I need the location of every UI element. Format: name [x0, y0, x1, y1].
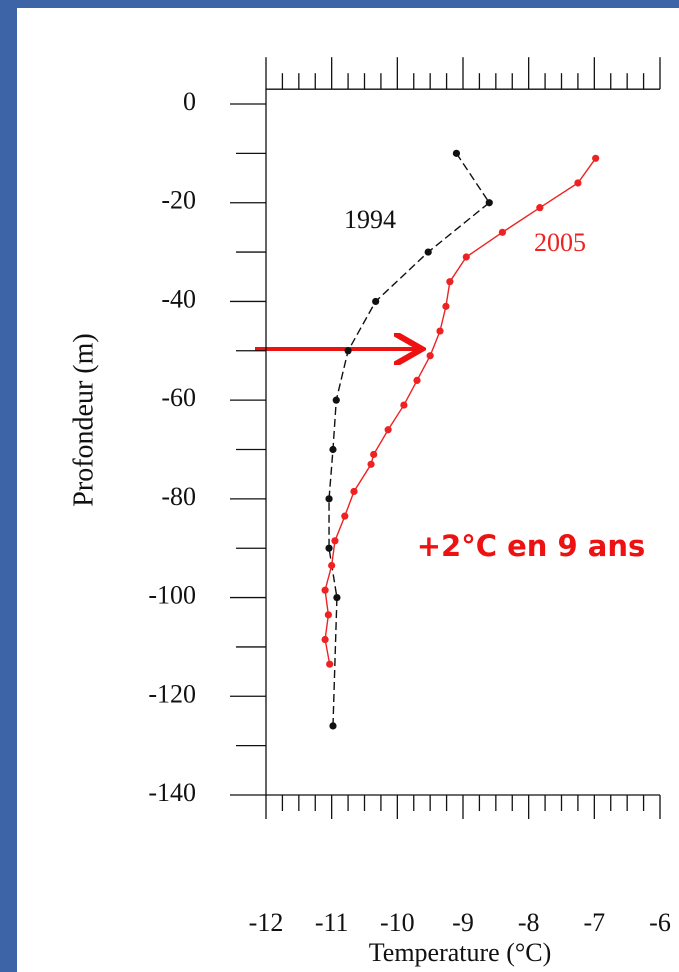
data-point	[344, 347, 352, 355]
data-point	[325, 544, 333, 552]
data-point	[462, 253, 470, 261]
data-point	[350, 487, 358, 496]
data-point	[372, 297, 380, 306]
data-point	[331, 537, 339, 545]
y-tick-label: -20	[161, 186, 196, 215]
data-point	[341, 512, 349, 520]
data-point	[400, 401, 408, 409]
x-tick-label: -9	[452, 908, 474, 937]
data-point	[333, 593, 341, 602]
data-point	[413, 376, 421, 384]
y-tick-label: -120	[148, 679, 196, 708]
data-point	[442, 302, 450, 310]
y-tick-label: -140	[148, 778, 196, 807]
y-tick-label: -60	[161, 383, 196, 412]
data-point	[592, 154, 600, 162]
x-tick-label: -10	[380, 908, 415, 937]
data-point	[424, 248, 432, 256]
data-point	[332, 396, 340, 404]
data-point	[367, 460, 375, 468]
y-tick-label: -40	[161, 284, 196, 313]
x-tick-label: -12	[249, 908, 284, 937]
x-tick-label: -8	[518, 908, 540, 937]
slide-background	[17, 8, 679, 972]
annotation: +2°C en 9 ans	[417, 529, 646, 563]
data-point	[329, 722, 337, 730]
data-point	[370, 450, 378, 459]
data-point	[452, 149, 461, 157]
data-point	[384, 426, 392, 434]
data-point	[485, 199, 493, 207]
y-tick-label: -80	[161, 482, 196, 511]
data-point	[536, 204, 544, 212]
x-tick-label: -6	[649, 908, 671, 937]
series-line	[324, 157, 597, 665]
data-point	[326, 660, 334, 668]
x-tick-label: -7	[583, 908, 605, 937]
series-label-1994: 1994	[344, 205, 396, 234]
data-point	[325, 495, 333, 503]
data-point	[329, 445, 337, 454]
data-point	[321, 586, 329, 594]
y-tick-label: -100	[148, 581, 196, 610]
data-point	[574, 179, 582, 187]
data-point	[321, 635, 329, 644]
data-point	[328, 561, 336, 570]
x-axis-label: Temperature (°C)	[369, 938, 552, 967]
x-tick-label: -11	[315, 908, 349, 937]
series-label-2005: 2005	[534, 228, 586, 257]
data-point	[436, 327, 444, 335]
y-tick-label: 0	[183, 87, 196, 116]
data-point	[446, 278, 454, 286]
data-point	[324, 611, 332, 619]
y-axis-label: Profondeur (m)	[68, 333, 99, 506]
data-point	[426, 352, 434, 360]
data-point	[498, 228, 506, 236]
